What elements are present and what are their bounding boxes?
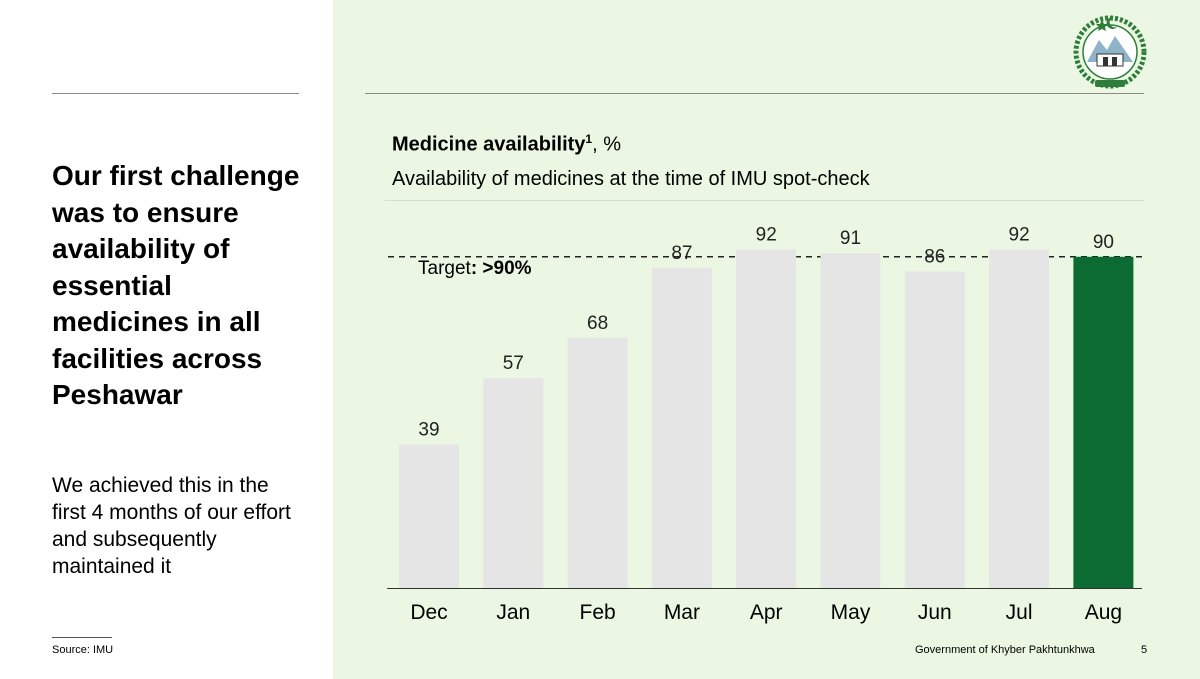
x-tick-aug: Aug: [1085, 601, 1122, 624]
bar-feb: [567, 337, 628, 588]
x-tick-jan: Jan: [496, 601, 530, 624]
x-tick-jun: Jun: [918, 601, 952, 624]
x-tick-jul: Jul: [1006, 601, 1033, 624]
government-emblem: [1073, 15, 1147, 89]
data-label-jun: 86: [924, 247, 945, 268]
x-tick-apr: Apr: [750, 601, 783, 624]
target-label-value: : >90%: [470, 258, 532, 279]
footer-organization: Government of Khyber Pakhtunkhwa: [915, 644, 1095, 656]
chart-title-unit: , %: [592, 133, 622, 156]
bar-aug: [1073, 256, 1134, 588]
chart-subtitle: Availability of medicines at the time of…: [392, 168, 870, 190]
source-divider: [52, 637, 112, 638]
data-label-mar: 87: [671, 243, 692, 264]
bar-jun: [904, 271, 965, 588]
page-number: 5: [1141, 644, 1148, 656]
data-label-may: 91: [840, 228, 861, 249]
source-note: Source: IMU: [52, 644, 114, 656]
chart-title-divider: [385, 200, 1145, 201]
x-tick-feb: Feb: [580, 601, 616, 624]
bar-jul: [989, 249, 1050, 588]
target-label-prefix: Target: [418, 258, 471, 279]
right-divider: [365, 93, 1144, 94]
data-label-jul: 92: [1009, 224, 1030, 245]
x-tick-mar: Mar: [664, 601, 700, 624]
bar-dec: [399, 444, 459, 588]
left-divider: [52, 93, 299, 94]
data-label-dec: 39: [418, 419, 439, 440]
bar-jan: [483, 378, 544, 588]
chart-title-footnote: 1: [585, 132, 593, 146]
chart-title-text: Medicine availability: [392, 133, 586, 156]
data-label-feb: 68: [587, 313, 608, 334]
slide-subtext: We achieved this in the first 4 months o…: [52, 474, 291, 578]
x-tick-dec: Dec: [410, 601, 447, 624]
bar-mar: [651, 267, 712, 588]
x-tick-may: May: [831, 601, 871, 624]
slide-headline: Our first challenge was to ensure availa…: [52, 160, 300, 410]
bar-may: [820, 253, 881, 588]
data-label-jan: 57: [503, 353, 524, 374]
data-label-aug: 90: [1093, 232, 1114, 253]
target-label: Target: >90%: [418, 258, 532, 280]
data-label-apr: 92: [756, 224, 777, 245]
bar-apr: [736, 249, 797, 588]
chart-title: Medicine availability1, %: [392, 132, 621, 157]
